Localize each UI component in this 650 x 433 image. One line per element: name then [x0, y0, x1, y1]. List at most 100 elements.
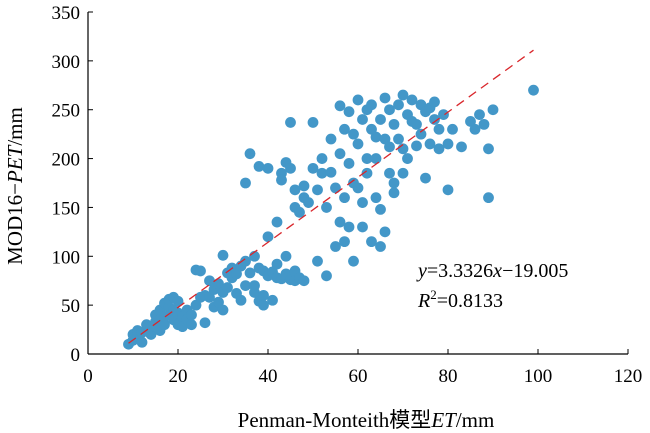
data-point [267, 294, 278, 306]
data-point [357, 197, 368, 208]
data-point [190, 299, 202, 311]
data-point [330, 241, 341, 252]
data-point [375, 203, 386, 215]
data-point [343, 106, 355, 118]
x-axis-title-italic: ET [430, 408, 457, 432]
r-symbol: R [417, 290, 430, 312]
y-axis-title: MOD16−PET/mm [3, 107, 27, 265]
r-squared: R2=0.8133 [417, 287, 503, 312]
equation-slope: =3.3326 [427, 260, 493, 282]
data-point [240, 177, 251, 189]
data-point [388, 118, 400, 130]
data-point [339, 123, 350, 135]
data-point [330, 182, 341, 194]
ticks: 0 20 40 60 80 100 120 0 50 100 150 200 250 300 350 [52, 3, 643, 387]
data-point [393, 133, 404, 145]
data-point [186, 309, 197, 321]
y-axis-title-italic: PET [3, 144, 27, 184]
data-point [361, 153, 373, 164]
data-point [325, 133, 337, 145]
data-point [294, 206, 305, 218]
y-tick-label: 150 [52, 198, 81, 219]
data-point [298, 180, 310, 192]
data-point [393, 99, 404, 111]
data-point [136, 336, 148, 348]
data-point [433, 143, 445, 155]
r-superscript: 2 [430, 287, 437, 302]
data-point [411, 140, 422, 152]
data-point [442, 184, 454, 196]
data-point [186, 319, 197, 331]
regression-line [128, 49, 534, 344]
data-point [438, 109, 449, 120]
y-tick-label: 300 [52, 52, 81, 73]
data-point [375, 114, 386, 125]
data-point [379, 133, 391, 145]
data-point [406, 94, 418, 106]
data-point [465, 116, 476, 127]
x-tick-label: 100 [524, 366, 553, 387]
data-point [366, 123, 377, 135]
data-point [487, 104, 499, 116]
data-point [339, 236, 350, 248]
data-point [271, 258, 283, 270]
data-point [285, 162, 296, 174]
data-point [388, 177, 400, 189]
y-tick-label: 50 [61, 296, 80, 317]
data-point [244, 148, 256, 160]
data-point [397, 89, 409, 101]
data-point [258, 289, 269, 301]
data-point [447, 123, 458, 135]
x-tick-label: 60 [349, 366, 368, 387]
data-point [222, 282, 233, 293]
data-point [397, 167, 409, 179]
data-point [217, 304, 229, 316]
data-point [298, 275, 310, 287]
data-point [442, 138, 454, 150]
equation-intercept: −19.005 [502, 260, 568, 282]
data-point [235, 294, 247, 306]
x-axis-title-prefix: Penman-Monteith模型 [238, 408, 432, 432]
data-point [334, 216, 346, 228]
data-point [343, 221, 355, 233]
data-point [474, 109, 485, 120]
data-point [379, 226, 391, 238]
y-tick-label: 0 [71, 345, 81, 366]
data-point [478, 118, 490, 130]
x-axis-title-suffix: /mm [456, 408, 495, 432]
data-point [316, 167, 328, 179]
data-point [204, 275, 215, 287]
data-point [217, 249, 229, 261]
data-point [352, 94, 364, 106]
data-point [429, 96, 440, 108]
data-point [420, 172, 431, 184]
data-point [316, 153, 328, 164]
data-point [415, 128, 427, 140]
data-point [307, 117, 319, 128]
data-point [195, 265, 206, 277]
data-point [384, 141, 395, 153]
data-point [334, 100, 346, 112]
equation-lhs: y [416, 260, 427, 282]
y-tick-label: 200 [52, 150, 81, 171]
data-point [321, 202, 332, 213]
y-axis-title-prefix: MOD16− [3, 183, 27, 265]
y-tick-label: 100 [52, 247, 81, 268]
data-point [429, 114, 440, 125]
data-point [244, 267, 256, 279]
x-tick-label: 80 [439, 366, 458, 387]
data-point [384, 167, 395, 179]
data-point [375, 241, 386, 252]
data-point [384, 104, 395, 116]
data-point [352, 182, 364, 194]
data-point [199, 317, 211, 329]
data-point [312, 255, 323, 267]
data-point [303, 197, 314, 208]
x-tick-label: 0 [83, 366, 93, 387]
data-point [348, 255, 359, 267]
data-point [366, 236, 377, 248]
x-axis-title: Penman-Monteith模型ET/mm [238, 408, 495, 432]
data-point [433, 123, 445, 135]
data-point [370, 153, 382, 164]
